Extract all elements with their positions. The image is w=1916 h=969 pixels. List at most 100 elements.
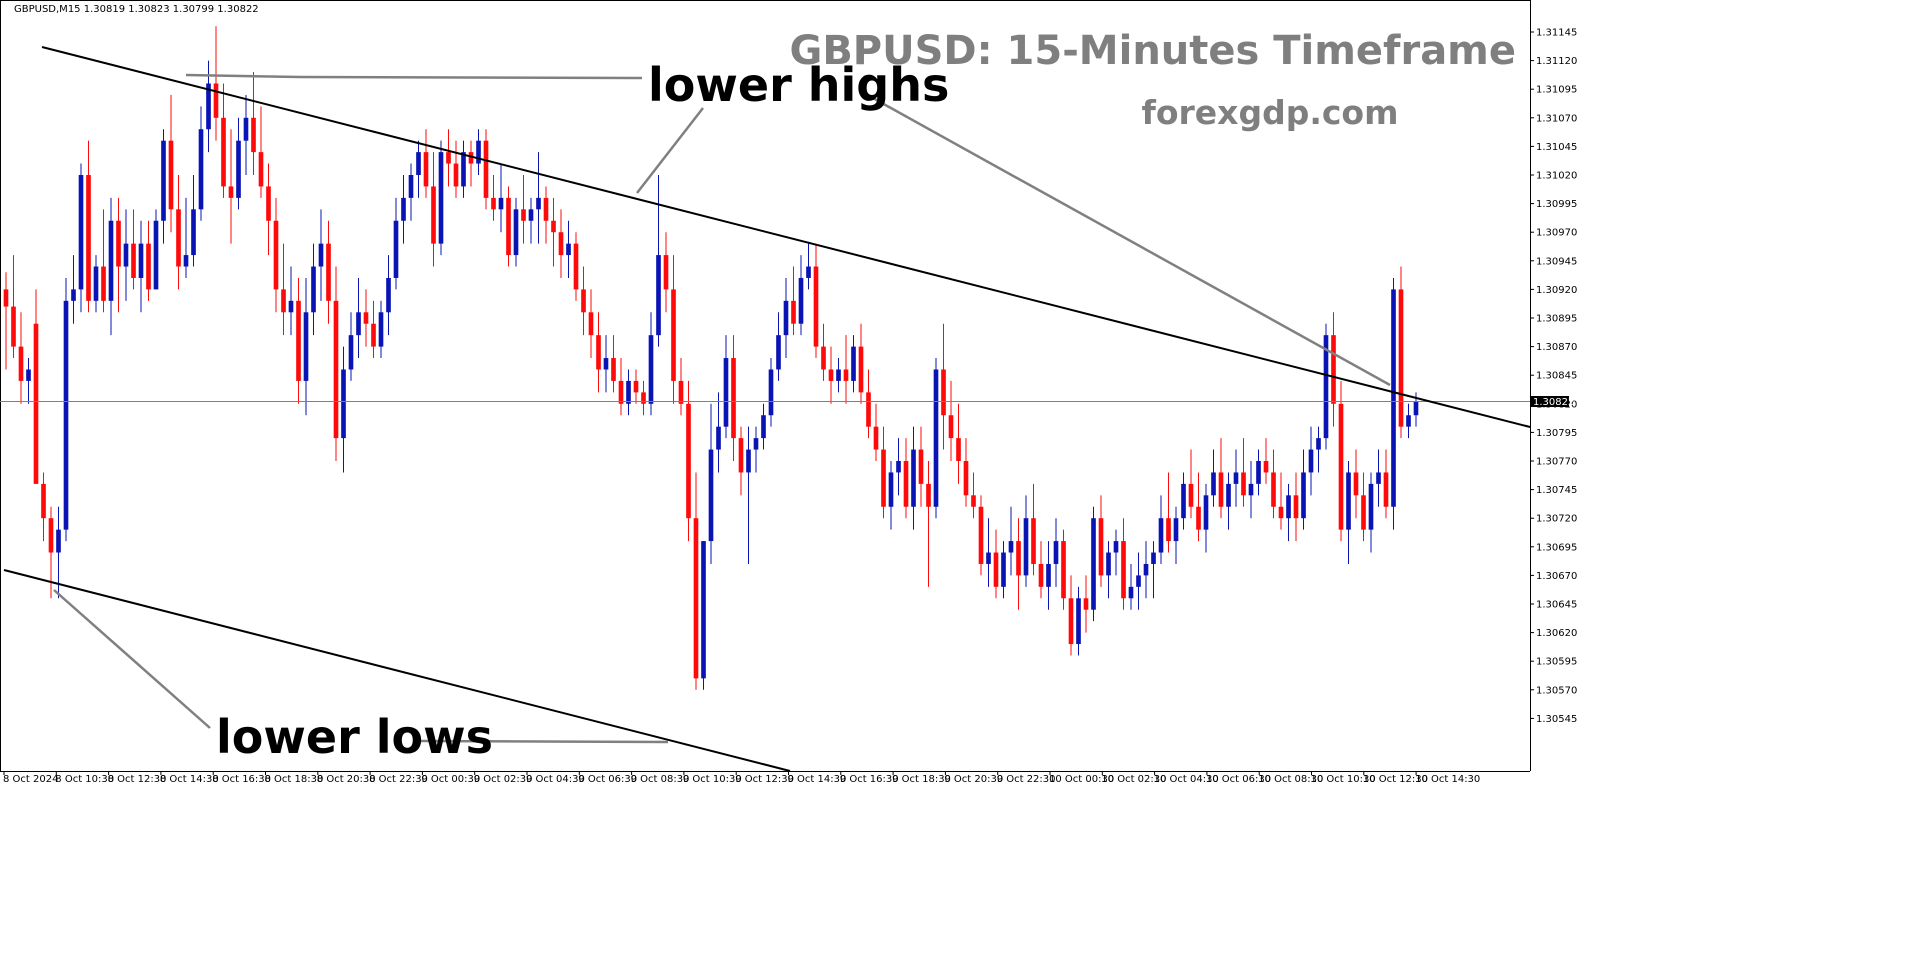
- candle: [198, 106, 204, 221]
- candle: [71, 255, 76, 324]
- candles: [3, 26, 1419, 690]
- candle-body: [386, 277, 391, 313]
- candle: [911, 426, 916, 530]
- candle: [648, 312, 654, 416]
- candle-body: [18, 346, 24, 381]
- candle: [611, 335, 616, 393]
- y-tick-label: 1.30595: [1536, 657, 1577, 668]
- candle: [1293, 472, 1299, 542]
- candle: [168, 94, 174, 233]
- candle: [671, 255, 676, 404]
- candle-body: [1271, 472, 1276, 507]
- candle: [993, 529, 999, 599]
- candle-body: [401, 197, 406, 221]
- candle: [813, 243, 819, 359]
- candle: [1353, 449, 1359, 519]
- candle-body: [1106, 552, 1111, 576]
- candle-body: [1406, 415, 1411, 427]
- candle: [33, 289, 39, 484]
- y-tick-label: 1.30795: [1536, 428, 1577, 439]
- candle-body: [776, 335, 781, 370]
- candle: [558, 209, 564, 278]
- candle: [401, 175, 406, 244]
- candle: [1278, 472, 1284, 530]
- candle-body: [1158, 518, 1164, 553]
- candle-body: [1038, 563, 1044, 587]
- candle: [131, 209, 136, 290]
- candle: [633, 369, 639, 404]
- candle-body: [888, 472, 894, 507]
- lower-lows-annotation: lower lows: [216, 710, 493, 764]
- candle: [791, 266, 796, 336]
- candle: [746, 426, 751, 564]
- candle-body: [33, 323, 39, 484]
- info-line: GBPUSD,M15 1.30819 1.30823 1.30799 1.308…: [14, 4, 259, 15]
- candle: [386, 255, 391, 336]
- x-tick-label: 8 Oct 2024: [3, 774, 58, 785]
- candle-body: [183, 255, 189, 267]
- candle-body: [1278, 506, 1284, 519]
- candle-body: [93, 266, 99, 301]
- candle: [1263, 438, 1269, 484]
- candle-body: [521, 209, 526, 221]
- candle: [1151, 541, 1156, 599]
- candle-body: [48, 518, 54, 553]
- candle: [1271, 449, 1276, 519]
- y-tick-label: 1.30845: [1536, 371, 1577, 382]
- y-tick-label: 1.30720: [1536, 514, 1577, 525]
- candle: [1376, 449, 1381, 507]
- candle: [1338, 380, 1344, 542]
- candle-body: [63, 300, 69, 530]
- candle-body: [138, 243, 144, 278]
- current-price-tag: 1.30822: [1531, 396, 1574, 408]
- candle-body: [543, 197, 549, 221]
- candle: [1106, 541, 1111, 599]
- candle-body: [296, 300, 301, 381]
- candle-body: [453, 163, 459, 187]
- candle: [1383, 449, 1389, 519]
- candle: [243, 94, 249, 175]
- candle-body: [663, 255, 669, 290]
- candle-body: [806, 266, 811, 278]
- candle-body: [566, 243, 571, 256]
- candle-body: [798, 277, 804, 324]
- candle-body: [513, 209, 519, 256]
- candle-body: [1323, 335, 1329, 439]
- candle-body: [393, 220, 399, 278]
- candle-body: [1368, 483, 1374, 530]
- candle-body: [858, 346, 864, 393]
- candle: [888, 461, 894, 530]
- candle-body: [266, 186, 271, 221]
- candle: [1121, 518, 1126, 610]
- x-tick-label: 10 Oct 14:30: [1415, 774, 1480, 785]
- candle: [821, 323, 826, 381]
- candle: [221, 83, 226, 198]
- candle: [1023, 495, 1029, 587]
- candle-body: [1218, 472, 1224, 507]
- candle: [333, 266, 339, 461]
- candle-body: [843, 369, 849, 381]
- candle-body: [671, 289, 676, 381]
- candle-body: [243, 117, 249, 141]
- candle: [288, 266, 294, 336]
- candle: [303, 277, 309, 416]
- candle: [446, 129, 451, 187]
- candle: [521, 175, 526, 244]
- candle-body: [933, 369, 939, 507]
- x-tick-label: 8 Oct 14:30: [160, 774, 219, 785]
- candle: [903, 438, 909, 519]
- chart-subtitle: forexgdp.com: [1142, 93, 1399, 132]
- candle-body: [1286, 495, 1291, 519]
- candle: [873, 403, 879, 461]
- candle-body: [1398, 289, 1404, 427]
- candle: [296, 277, 301, 404]
- candle-body: [506, 197, 511, 256]
- candle: [483, 129, 489, 210]
- candle: [603, 335, 609, 393]
- candle: [318, 209, 324, 301]
- candle: [716, 392, 721, 473]
- candle: [11, 255, 16, 359]
- candle-body: [416, 152, 421, 175]
- candle-body: [1331, 335, 1336, 404]
